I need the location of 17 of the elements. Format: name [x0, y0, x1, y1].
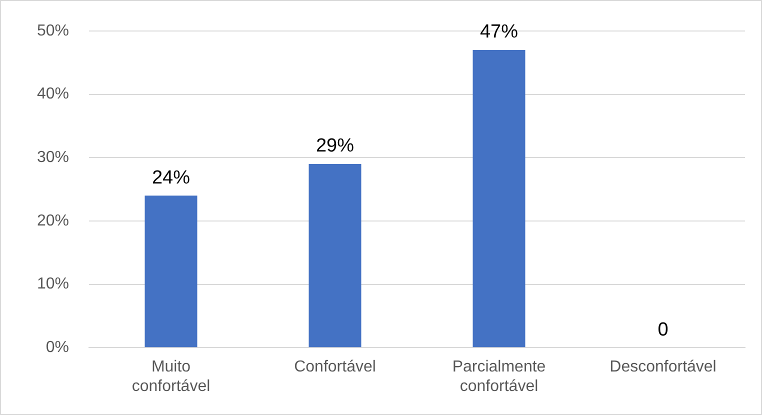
data-label: 24%	[152, 167, 190, 188]
y-tick-label: 20%	[36, 212, 69, 230]
data-label: 0	[658, 319, 668, 340]
bar	[308, 164, 362, 348]
y-tick-label: 50%	[36, 22, 69, 40]
y-tick-label: 10%	[36, 276, 69, 293]
y-tick-label: 0%	[46, 339, 69, 356]
data-label: 47%	[480, 22, 518, 43]
bar	[472, 50, 526, 348]
y-tick-label: 30%	[36, 149, 69, 166]
x-tick-label: Confortável	[294, 358, 376, 376]
x-tick-label: Muito confortável	[132, 358, 210, 395]
bar	[144, 196, 198, 348]
data-label: 29%	[316, 136, 354, 157]
x-tick-label: Desconfortável	[610, 358, 716, 376]
x-tick-label: Parcialmente confortável	[452, 358, 546, 395]
y-tick-label: 40%	[36, 86, 69, 103]
